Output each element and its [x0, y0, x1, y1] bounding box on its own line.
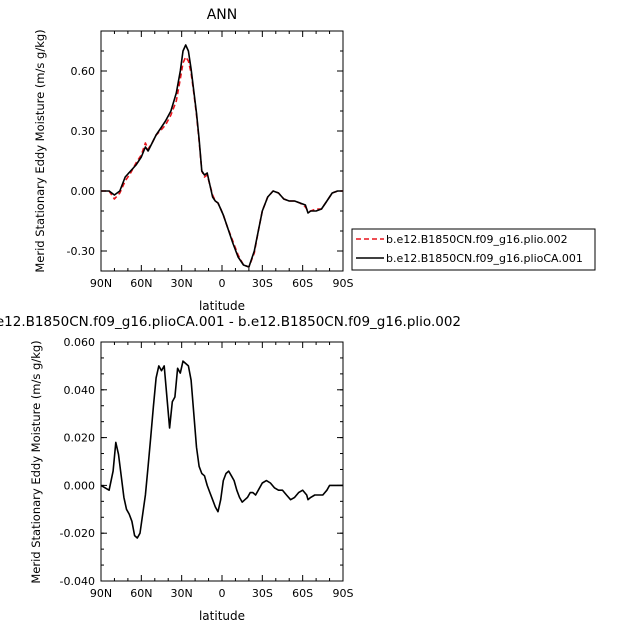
- x-tick-label: 60S: [292, 277, 313, 290]
- top-x-axis-label: latitude: [199, 299, 245, 313]
- legend-label-plioca: b.e12.B1850CN.f09_g16.plioCA.001: [386, 252, 583, 265]
- legend-label-plio: b.e12.B1850CN.f09_g16.plio.002: [386, 233, 568, 246]
- y-tick-label: 0.60: [71, 65, 96, 78]
- y-tick-label: 0.00: [71, 185, 96, 198]
- bottom-panel: b.e12.B1850CN.f09_g16.plioCA.001 - b.e12…: [0, 314, 461, 623]
- top-series-lines: [101, 44, 343, 268]
- x-tick-label: 60N: [130, 277, 152, 290]
- x-tick-label: 30N: [171, 277, 193, 290]
- y-tick-label: 0.060: [64, 336, 96, 349]
- x-tick-label: 0: [219, 587, 226, 600]
- top-y-ticks: -0.30 0.00 0.30 0.60: [67, 30, 343, 272]
- x-tick-label: 60N: [130, 587, 152, 600]
- legend-box: [351, 228, 596, 271]
- y-tick-label: 0.30: [71, 125, 96, 138]
- y-tick-label: 0.000: [64, 479, 96, 492]
- y-tick-label: -0.040: [60, 575, 95, 588]
- series-line-0-1: [101, 44, 343, 268]
- top-plot-frame: [100, 30, 344, 272]
- bottom-x-ticks: 90N 60N 30N 0 30S 60S 90S: [90, 342, 354, 600]
- bottom-chart-title: b.e12.B1850CN.f09_g16.plioCA.001 - b.e12…: [0, 314, 461, 330]
- x-tick-label: 30N: [171, 587, 193, 600]
- bottom-y-axis-label: Merid Stationary Eddy Moisture (m/s g/kg…: [29, 340, 43, 583]
- legend: b.e12.B1850CN.f09_g16.plio.002 b.e12.B18…: [351, 228, 596, 271]
- bottom-x-axis-label: latitude: [199, 609, 245, 623]
- x-tick-label: 90S: [333, 277, 354, 290]
- series-line-1-0: [100, 360, 343, 539]
- y-tick-label: 0.020: [64, 432, 96, 445]
- y-tick-label: 0.040: [64, 384, 96, 397]
- top-y-axis-label: Merid Stationary Eddy Moisture (m/s g/kg…: [33, 29, 47, 272]
- x-tick-label: 30S: [252, 277, 273, 290]
- x-tick-label: 90N: [90, 277, 112, 290]
- x-tick-label: 90S: [333, 587, 354, 600]
- bottom-plot-frame: [100, 341, 344, 582]
- top-chart-title: ANN: [207, 7, 238, 23]
- x-tick-label: 60S: [292, 587, 313, 600]
- y-tick-label: -0.30: [67, 245, 95, 258]
- top-panel: ANN -0.300.000.300.60 90N 60N 30N 0 30S 60S 90…: [33, 7, 354, 313]
- top-x-ticks: 90N 60N 30N 0 30S 60S 90S: [90, 31, 354, 290]
- x-tick-label: 90N: [90, 587, 112, 600]
- y-tick-label: -0.020: [60, 527, 95, 540]
- bottom-series-lines: [100, 360, 343, 539]
- x-tick-label: 0: [219, 277, 226, 290]
- x-tick-label: 30S: [252, 587, 273, 600]
- bottom-y-ticks: -0.040 -0.020 0.000 0.020 0.040 0.060: [60, 336, 343, 588]
